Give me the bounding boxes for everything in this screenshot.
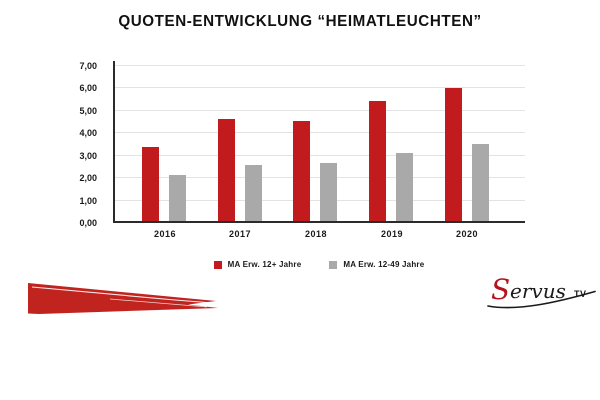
- bar-ma-erw-12-49-2017: [245, 165, 262, 221]
- y-tick-7,00: 7,00: [79, 61, 97, 71]
- bar-ma-erw-12plus-2020: [445, 88, 462, 221]
- y-tick-0,00: 0,00: [79, 218, 97, 228]
- legend-swatch-red: [213, 260, 222, 269]
- y-tick-1,00: 1,00: [79, 195, 97, 206]
- y-axis-labels: 0,00 1,00 2,00 3,00 4,00 5,00 6,00 7,00: [50, 61, 105, 228]
- gridline-7: [115, 65, 525, 66]
- x-tick-2017: 2017: [228, 229, 252, 239]
- legend-label: MA Erw. 12-49 Jahre: [343, 260, 425, 269]
- gridline-4: [115, 132, 525, 133]
- x-axis-labels: 2016 2017 2018 2019 2020: [113, 229, 525, 241]
- logo-suffix: TV: [574, 289, 587, 299]
- legend-swatch-gray: [329, 260, 338, 269]
- x-tick-2020: 2020: [455, 229, 479, 239]
- legend-item-ma-erw-12plus: MA Erw. 12+ Jahre: [213, 260, 302, 269]
- y-tick-4,00: 4,00: [79, 128, 97, 139]
- plot-area: [113, 61, 525, 223]
- y-tick-5,00: 5,00: [79, 105, 97, 116]
- bar-ma-erw-12-49-2020: [472, 144, 489, 221]
- y-tick-2,00: 2,00: [79, 173, 97, 184]
- bar-ma-erw-12-49-2016: [169, 175, 186, 221]
- bar-ma-erw-12plus-2017: [218, 119, 235, 221]
- x-axis-line: [113, 221, 525, 223]
- gridline-3: [115, 155, 525, 156]
- y-axis-line: [113, 61, 115, 223]
- chart-legend: MA Erw. 12+ Jahre MA Erw. 12-49 Jahre: [113, 260, 525, 269]
- logo-initial: S: [491, 273, 510, 306]
- legend-item-ma-erw-12-49: MA Erw. 12-49 Jahre: [329, 260, 424, 269]
- gridline-6: [115, 87, 525, 88]
- y-tick-6,00: 6,00: [79, 83, 97, 94]
- bar-ma-erw-12plus-2016: [142, 147, 159, 221]
- x-tick-2016: 2016: [153, 229, 177, 239]
- red-brush-stroke: [28, 283, 218, 314]
- x-tick-2019: 2019: [380, 229, 404, 239]
- x-tick-2018: 2018: [304, 229, 328, 239]
- servustv-logo: S ervus TV: [487, 273, 596, 309]
- bar-ma-erw-12plus-2019: [369, 101, 386, 221]
- bar-ma-erw-12plus-2018: [293, 121, 310, 221]
- logo-swoosh: [487, 290, 596, 309]
- logo-script-text: ervus: [510, 279, 566, 303]
- gridline-5: [115, 110, 525, 111]
- bar-ma-erw-12-49-2018: [320, 163, 337, 221]
- bar-ma-erw-12-49-2019: [396, 153, 413, 221]
- chart-title: QUOTEN-ENTWICKLUNG “HEIMATLEUCHTEN”: [118, 13, 482, 30]
- legend-label: MA Erw. 12+ Jahre: [227, 260, 302, 269]
- y-tick-3,00: 3,00: [79, 150, 97, 161]
